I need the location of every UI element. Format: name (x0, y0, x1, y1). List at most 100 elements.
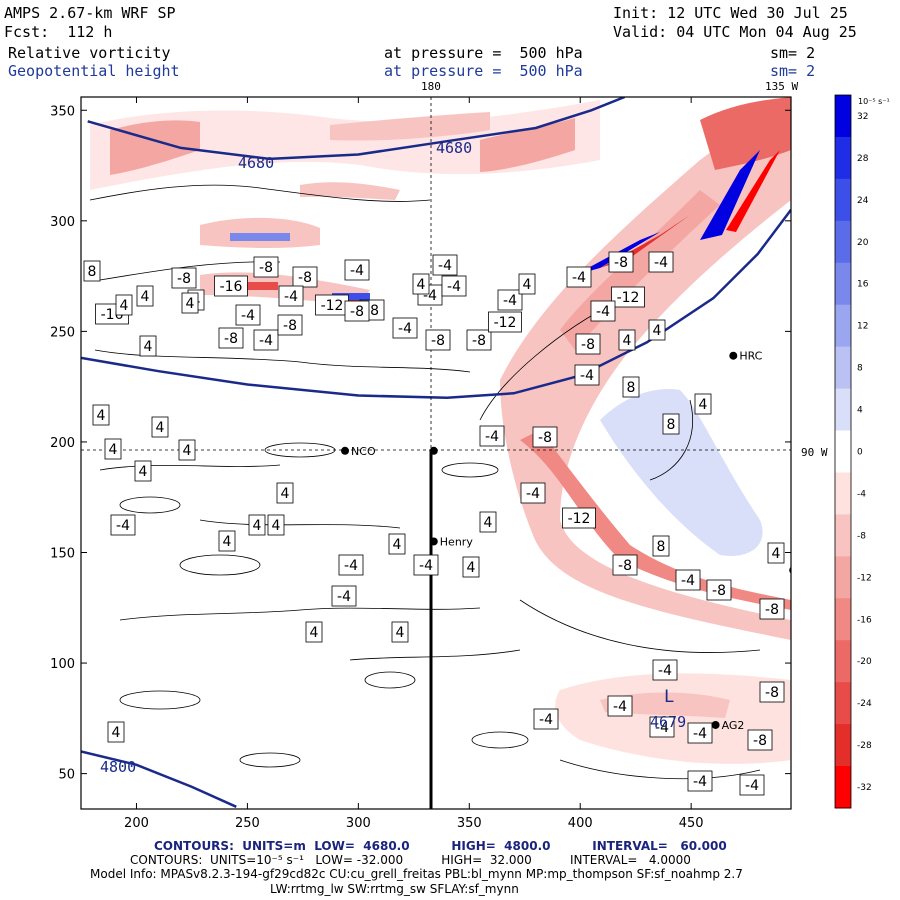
vorticity-label: -8 (425, 329, 451, 351)
x-tick-label: 300 (346, 816, 371, 831)
colorbar-swatch (835, 304, 851, 348)
svg-text:-8: -8 (753, 733, 767, 749)
svg-text:-4: -4 (539, 712, 553, 728)
colorbar-tick-label: -24 (857, 699, 872, 709)
svg-text:-4: -4 (693, 726, 707, 742)
colorbar-frame (834, 94, 852, 809)
vorticity-label: 4 (151, 416, 169, 438)
vorticity-label: -8 (608, 251, 634, 273)
vorticity-label: -4 (441, 275, 467, 297)
svg-text:-4: -4 (596, 304, 610, 320)
svg-text:-4: -4 (654, 255, 668, 271)
svg-text:-4: -4 (745, 778, 759, 794)
vorticity-label: -8 (277, 314, 303, 336)
vorticity-label: -8 (292, 266, 318, 288)
y-tick-label: 200 (50, 436, 75, 451)
field-1-name: Relative vorticity (8, 44, 171, 62)
vorticity-label: 4 (391, 621, 409, 643)
colorbar-swatch (835, 514, 851, 557)
svg-text:-12: -12 (568, 511, 591, 527)
vorticity-label: -16 (214, 275, 248, 297)
colorbar-tick-label: 32 (857, 112, 868, 122)
colorbar-swatch (835, 766, 851, 809)
vorticity-label: -4 (687, 770, 713, 792)
colorbar-swatch (835, 178, 851, 222)
streak-blue-1 (332, 293, 370, 300)
field-2-name: Geopotential height (8, 62, 180, 80)
footer-contours-vorticity: CONTOURS: UNITS=10⁻⁵ s⁻¹ LOW= -32.000 HI… (130, 853, 691, 867)
svg-text:4: 4 (156, 420, 165, 436)
vorticity-label: -8 (218, 327, 244, 349)
vorticity-label: -8 (532, 426, 558, 448)
svg-text:-8: -8 (614, 255, 628, 271)
vorticity-label: 4 (479, 511, 497, 533)
vorticity-label: -12 (488, 311, 522, 333)
height-contour-line (87, 97, 626, 161)
vorticity-label: -4 (479, 425, 505, 447)
svg-text:4: 4 (699, 397, 708, 413)
svg-text:-8: -8 (298, 270, 312, 286)
height-contour-line (81, 209, 791, 399)
vorticity-label: -8 (171, 267, 197, 289)
x-tick-label: 450 (679, 816, 704, 831)
svg-text:4: 4 (393, 537, 402, 553)
vorticity-label: 4 (134, 460, 152, 482)
vorticity-label: 4 (694, 393, 712, 415)
svg-text:-4: -4 (485, 429, 499, 445)
vorticity-label: -8 (706, 579, 732, 601)
vorticity-label: -12 (562, 507, 596, 529)
colorbar: 32 28 24 20 16 12 8 4 0 -4 -8 -12 -16 -20 -24 -28 -32 (834, 94, 872, 809)
vorticity-label: -4 (649, 716, 675, 738)
colorbar-swatch (835, 556, 851, 599)
vorticity-label: 8 (662, 413, 680, 435)
shade-ne-corner (700, 97, 791, 170)
svg-text:-4: -4 (259, 333, 273, 349)
svg-text:-8: -8 (538, 430, 552, 446)
label-135w: 135 W (765, 80, 798, 93)
vorticity-label: -4 (520, 482, 546, 504)
svg-text:4: 4 (223, 534, 232, 550)
colorbar-swatch (835, 598, 851, 641)
svg-text:-4: -4 (613, 699, 627, 715)
colorbar-swatch (835, 262, 851, 306)
init-time: Init: 12 UTC Wed 30 Jul 25 (613, 4, 848, 22)
vorticity-label: -8 (344, 300, 370, 322)
field-1-smoothing: sm= 2 (770, 44, 816, 62)
vorticity-label: 4 (412, 273, 430, 295)
svg-text:4: 4 (141, 289, 150, 305)
svg-text:4: 4 (139, 464, 148, 480)
svg-text:8: 8 (88, 264, 97, 280)
colorbar-unit: 10⁻⁵ s⁻¹ (858, 97, 890, 106)
svg-text:-4: -4 (241, 308, 255, 324)
height-contours (81, 97, 791, 808)
vorticity-label: -8 (759, 681, 785, 703)
field-1-pressure: at pressure = 500 hPa (384, 44, 583, 62)
colorbar-tick-label: 20 (857, 238, 869, 248)
label-180: 180 (421, 80, 441, 93)
svg-text:4: 4 (120, 298, 129, 314)
svg-text:8: 8 (667, 417, 676, 433)
svg-text:4: 4 (281, 486, 290, 502)
svg-text:4: 4 (144, 339, 153, 355)
shade-ne-streak (480, 118, 575, 172)
colorbar-swatch (835, 346, 851, 390)
svg-text:8: 8 (627, 380, 636, 396)
colorbar-swatch (835, 724, 851, 767)
colorbar-swatch (835, 220, 851, 264)
vorticity-label: 4 (518, 273, 536, 295)
y-tick-label: 100 (50, 657, 75, 672)
vorticity-label: -8 (612, 554, 638, 576)
svg-text:-8: -8 (224, 331, 238, 347)
svg-text:4: 4 (97, 408, 106, 424)
height-label-4800: 4800 (100, 758, 136, 776)
colorbar-swatch (835, 640, 851, 683)
vorticity-label: 4 (136, 285, 154, 307)
y-axis: 50 100 150 200 250 300 350 (50, 104, 791, 783)
vorticity-label: -4 (392, 317, 418, 339)
vorticity-contours (89, 184, 761, 780)
svg-text:4: 4 (653, 323, 662, 339)
svg-text:4: 4 (112, 725, 121, 741)
vorticity-label: -8 (466, 329, 492, 351)
streak-blue-4 (700, 150, 760, 240)
vorticity-shading: -8-4-8-8-12-8-16-4-12-8-4-4-12444-8-8-4-… (81, 97, 791, 809)
